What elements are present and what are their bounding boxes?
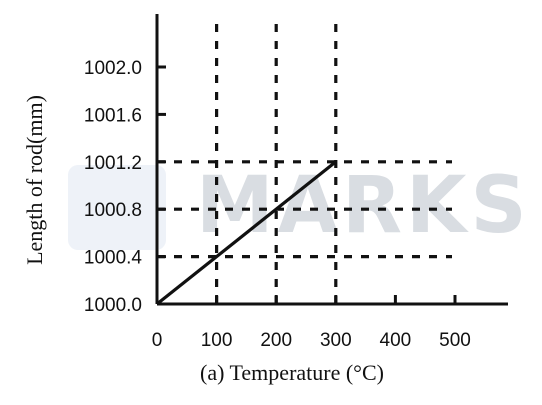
y-axis-label: Length of rod(mm): [22, 95, 47, 265]
y-tick-label-5: 1002.0: [84, 58, 142, 79]
x-tick-label-3: 300: [320, 330, 352, 351]
watermark-icon: [68, 165, 166, 250]
x-tick-label-0: 0: [152, 330, 163, 351]
x-tick-label-2: 200: [260, 330, 292, 351]
ticks: 0 100 200 300 400 500 1000.0 1000.4 1000.8 1001.2…: [84, 58, 471, 351]
y-tick-label-4: 1001.6: [84, 105, 142, 126]
x-tick-label-4: 400: [380, 330, 412, 351]
y-tick-label-3: 1001.2: [84, 153, 142, 174]
x-tick-label-1: 100: [201, 330, 233, 351]
y-tick-label-0: 1000.0: [84, 295, 142, 316]
series-line-0: [156, 160, 337, 306]
x-tick-label-5: 500: [439, 330, 471, 351]
y-tick-label-2: 1000.8: [84, 200, 142, 221]
series: [156, 160, 337, 306]
y-tick-label-1: 1000.4: [84, 248, 143, 269]
watermark-text: MARKS: [196, 161, 531, 251]
watermark: MARKS: [68, 161, 531, 251]
x-axis-label: (a) Temperature (°C): [200, 360, 384, 385]
